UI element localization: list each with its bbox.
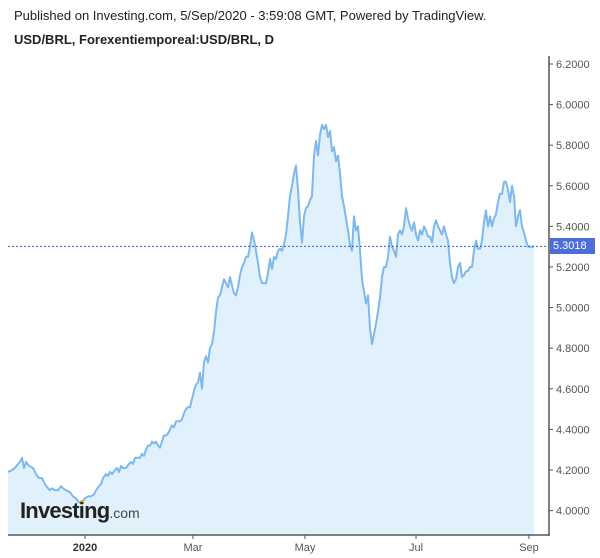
current-price-badge: 5.3018 <box>550 238 595 255</box>
x-tick-label: Sep <box>519 542 539 554</box>
y-tick-label: 4.8000 <box>556 343 590 355</box>
x-tick-label: 2020 <box>73 542 97 554</box>
x-tick-label: May <box>295 542 316 554</box>
investing-logo: Investing.com <box>20 498 140 524</box>
y-tick-label: 6.2000 <box>556 59 590 71</box>
y-tick-label: 4.6000 <box>556 384 590 396</box>
y-tick-label: 5.8000 <box>556 140 590 152</box>
x-tick-label: Mar <box>184 542 203 554</box>
y-tick-label: 6.0000 <box>556 100 590 112</box>
x-axis-ticks: 2020 Mar May Jul Sep <box>73 535 539 554</box>
y-axis-ticks: 6.2000 6.0000 5.8000 5.6000 5.4000 5.2000 5.00… <box>549 59 590 518</box>
x-tick-label: Jul <box>409 542 423 554</box>
y-tick-label: 4.2000 <box>556 465 590 477</box>
logo-dot-accent <box>80 500 84 504</box>
y-tick-label: 4.0000 <box>556 506 590 518</box>
logo-main: Investing <box>20 498 110 523</box>
logo-suffix: .com <box>109 505 140 521</box>
y-tick-label: 4.4000 <box>556 424 590 436</box>
y-tick-label: 5.6000 <box>556 181 590 193</box>
y-tick-label: 5.2000 <box>556 262 590 274</box>
price-line <box>7 123 534 504</box>
published-note: Published on Investing.com, 5/Sep/2020 -… <box>14 8 487 23</box>
symbol-title: USD/BRL, Forexentiemporeal:USD/BRL, D <box>14 32 275 47</box>
y-tick-label: 5.0000 <box>556 303 590 315</box>
price-area <box>8 124 534 535</box>
y-tick-label: 5.4000 <box>556 221 590 233</box>
